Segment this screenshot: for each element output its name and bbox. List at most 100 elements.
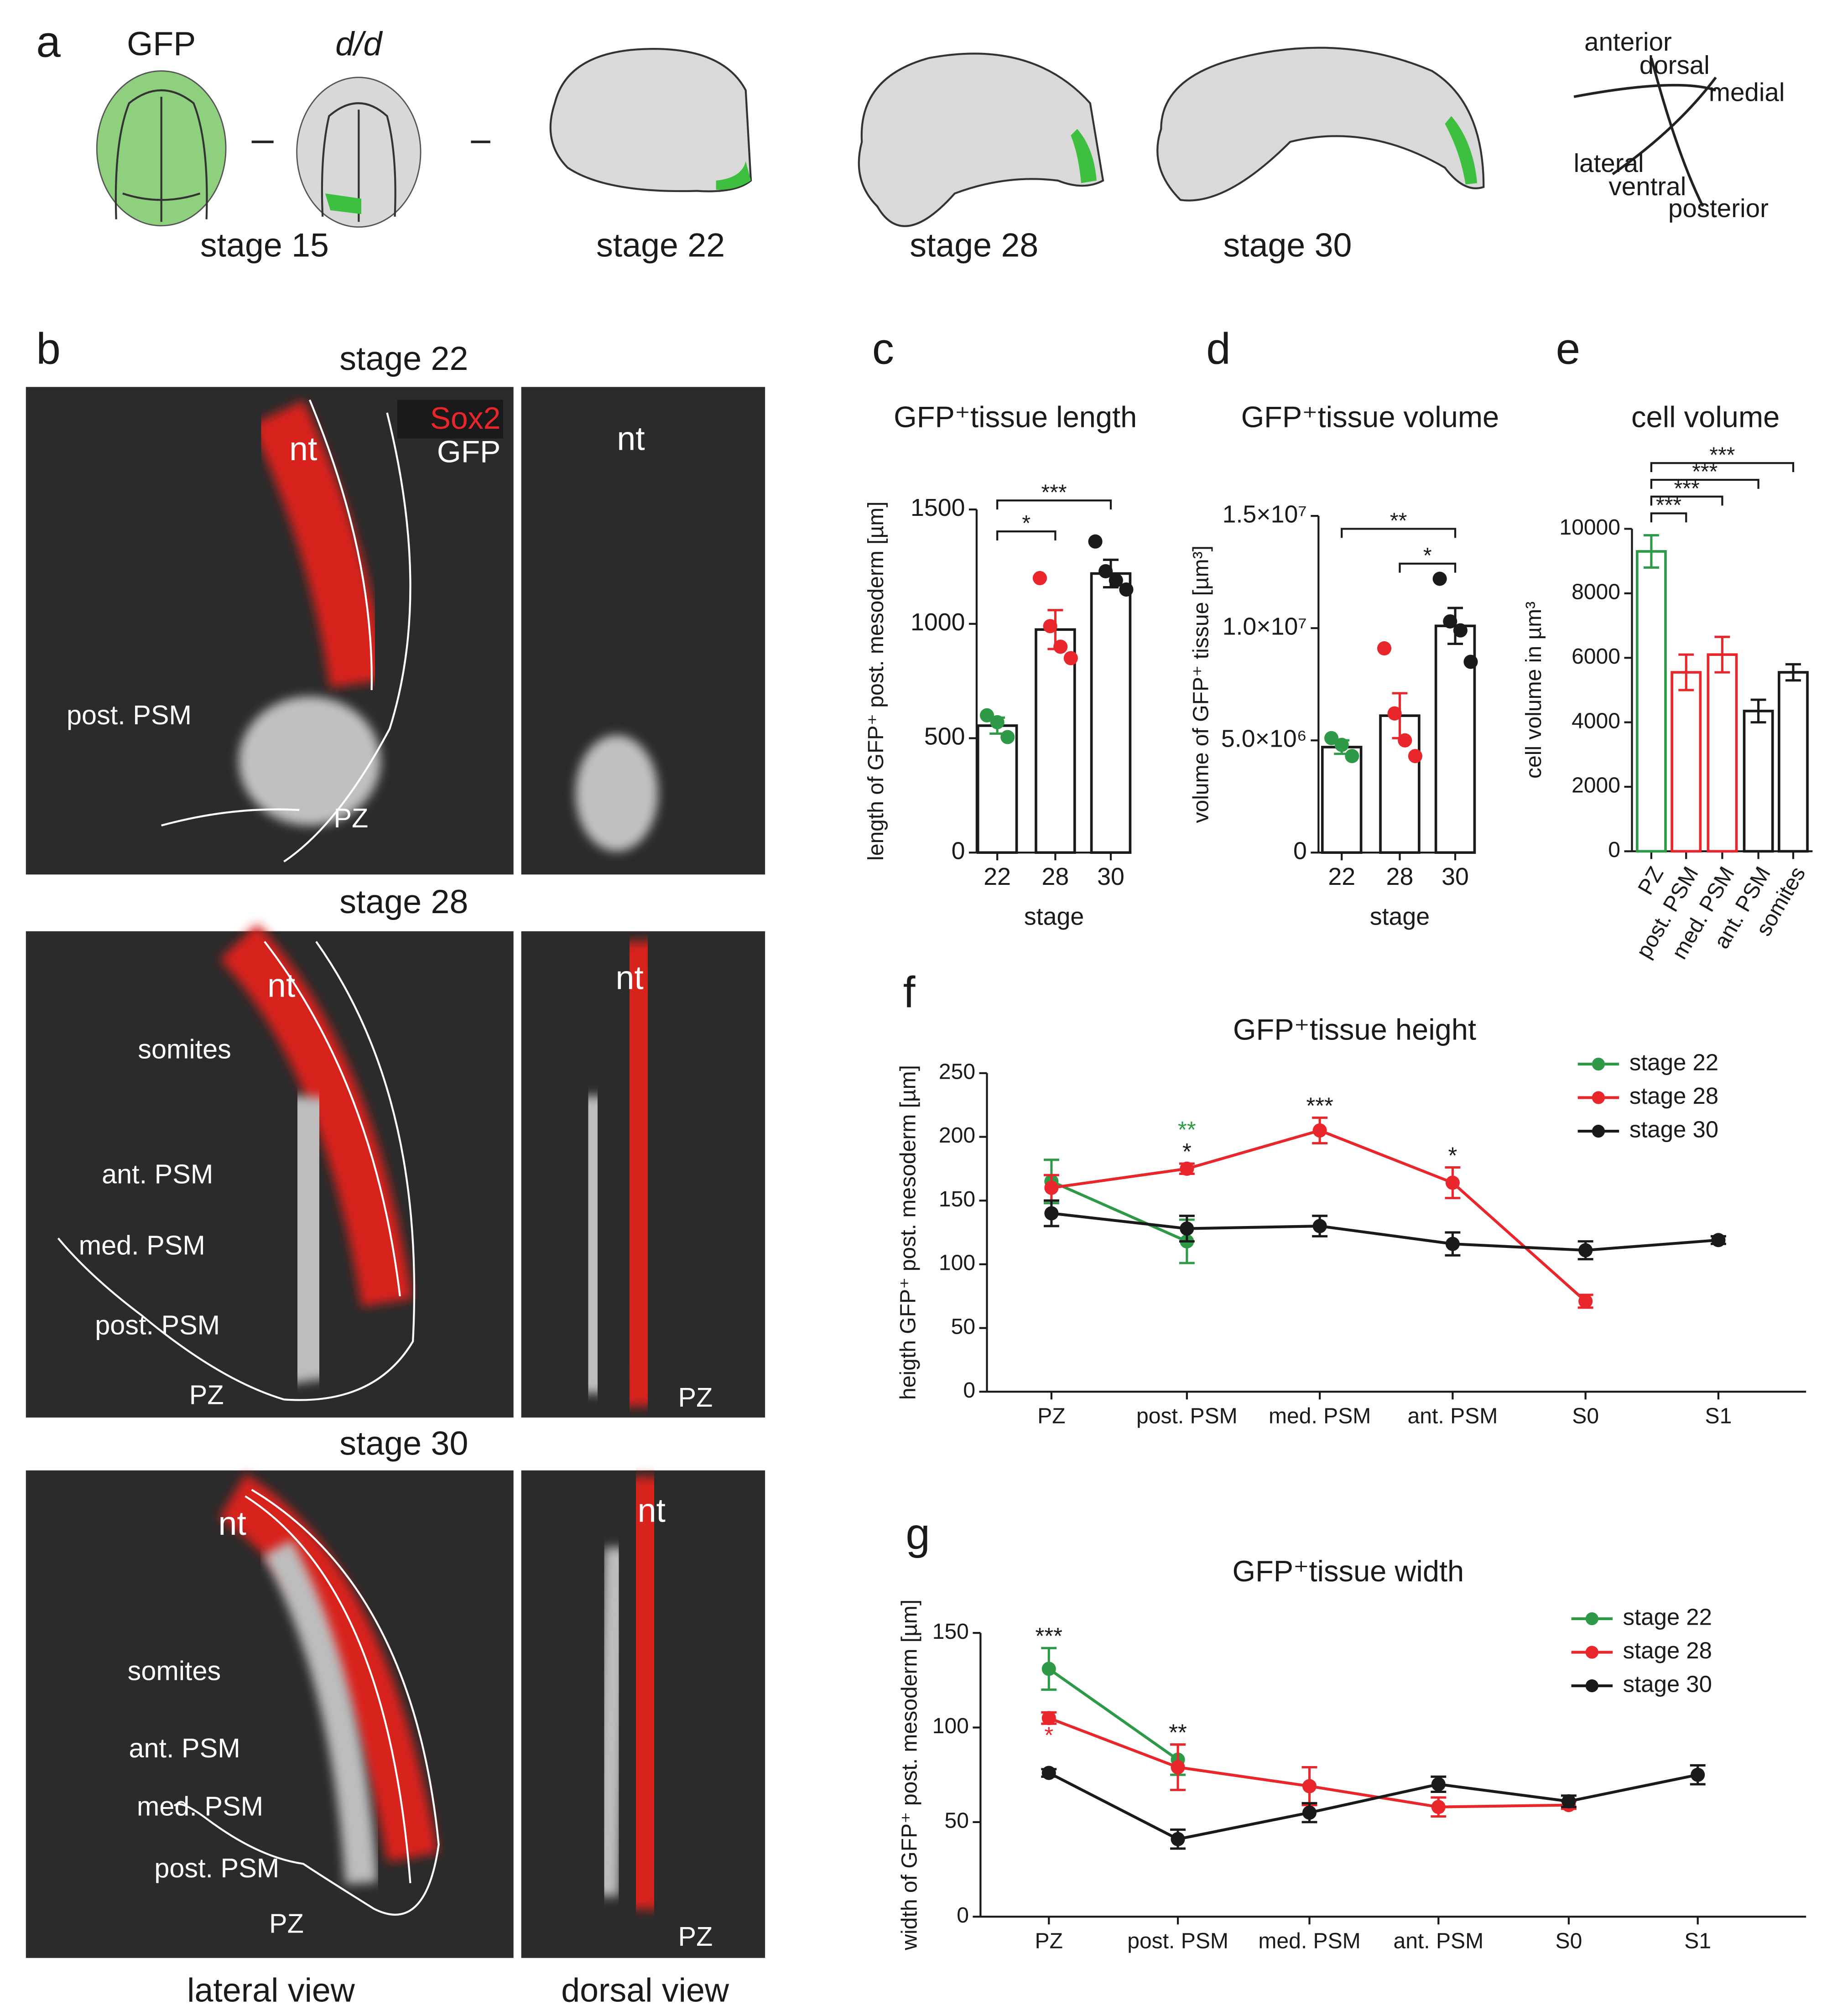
bar bbox=[1778, 671, 1809, 853]
data-point bbox=[1463, 655, 1478, 669]
significance-label: * bbox=[1448, 1142, 1457, 1168]
data-point bbox=[1041, 1711, 1056, 1725]
y-tick-label: 0 bbox=[957, 1903, 969, 1928]
y-axis-label: width of GFP⁺ post. mesoderm [µm] bbox=[897, 1600, 921, 1951]
embryo bbox=[549, 48, 752, 192]
data-point bbox=[990, 715, 1004, 729]
legend-marker bbox=[1585, 1679, 1598, 1693]
data-point bbox=[1119, 582, 1134, 597]
significance-label: *** bbox=[1306, 1092, 1333, 1118]
x-tick-label: PZ bbox=[1035, 1929, 1063, 1954]
y-tick-label: 500 bbox=[924, 723, 965, 750]
chart: f GFP⁺tissue height heigth GFP⁺ post. meso… bbox=[896, 968, 1806, 1429]
y-tick-label: 1500 bbox=[911, 494, 965, 521]
error-bar bbox=[1714, 635, 1730, 674]
data-point bbox=[1578, 1294, 1593, 1309]
gfp-signal bbox=[239, 696, 381, 826]
sox2-signal bbox=[616, 1476, 674, 1910]
bar bbox=[1434, 624, 1476, 854]
y-tick-label: 100 bbox=[932, 1714, 969, 1738]
significance-bracket bbox=[996, 499, 1112, 510]
region-label: ant. PSM bbox=[102, 1159, 213, 1190]
error-bar bbox=[1678, 653, 1694, 691]
gfp-signal bbox=[567, 1096, 619, 1394]
region-label: PZ bbox=[678, 1921, 713, 1952]
bar bbox=[1090, 572, 1132, 854]
region-label: nt bbox=[616, 959, 644, 997]
y-tick-label: 8000 bbox=[1572, 580, 1620, 604]
data-point bbox=[1345, 749, 1359, 764]
x-tick-label: med. PSM bbox=[1258, 1929, 1360, 1954]
region-label: post. PSM bbox=[154, 1853, 279, 1883]
row-title: stage 28 bbox=[339, 883, 468, 920]
x-tick-label: 22 bbox=[1328, 863, 1355, 890]
panel-label: c bbox=[872, 324, 894, 373]
data-point bbox=[1053, 639, 1068, 654]
legend-label: stage 30 bbox=[1623, 1671, 1712, 1697]
significance-bracket bbox=[1650, 478, 1759, 489]
chart-title: cell volume bbox=[1631, 400, 1780, 433]
significance-label: ** bbox=[1390, 509, 1407, 533]
region-label: nt bbox=[289, 430, 317, 468]
view-label: lateral view bbox=[187, 1971, 355, 2009]
gfp-region bbox=[1071, 129, 1097, 183]
outline bbox=[57, 941, 416, 1401]
x-axis-label: stage bbox=[1370, 903, 1430, 930]
gfp-signal bbox=[268, 1094, 349, 1385]
embryo bbox=[858, 52, 1104, 227]
sox2-signal bbox=[251, 400, 388, 688]
legend-marker bbox=[1585, 1646, 1598, 1659]
chart-title: GFP⁺tissue volume bbox=[1241, 400, 1499, 433]
data-point bbox=[1180, 1161, 1194, 1176]
data-point bbox=[1443, 614, 1457, 629]
data-point bbox=[1171, 1832, 1185, 1846]
significance-bracket bbox=[1650, 462, 1795, 473]
data-point bbox=[1043, 619, 1057, 634]
x-tick-label: S1 bbox=[1705, 1404, 1732, 1429]
data-point bbox=[1032, 571, 1047, 586]
x-tick-label: PZ bbox=[1633, 863, 1668, 899]
series-line bbox=[1048, 1668, 1179, 1761]
x-tick-label: ant. PSM bbox=[1408, 1404, 1498, 1429]
data-point bbox=[1377, 641, 1392, 656]
panel-label: d bbox=[1206, 324, 1230, 373]
y-tick-label: 0 bbox=[1293, 837, 1307, 864]
legend-marker bbox=[1592, 1124, 1605, 1138]
gfp-signal bbox=[575, 735, 658, 852]
significance-bracket bbox=[1399, 562, 1457, 573]
significance-bracket bbox=[1341, 528, 1457, 538]
y-axis-label: heigth GFP⁺ post. mesoderm [µm] bbox=[896, 1065, 921, 1400]
data-point bbox=[1180, 1221, 1194, 1236]
y-tick-label: 6000 bbox=[1572, 644, 1620, 669]
region-label: PZ bbox=[269, 1908, 304, 1939]
y-tick-label: 4000 bbox=[1572, 708, 1620, 733]
data-point bbox=[1324, 731, 1339, 745]
data-point bbox=[1445, 1175, 1460, 1190]
axis-label: posterior bbox=[1668, 194, 1769, 223]
row-title: stage 22 bbox=[339, 339, 468, 377]
legend-marker bbox=[1585, 1612, 1598, 1626]
data-point bbox=[1431, 1777, 1446, 1792]
data-point bbox=[1453, 623, 1468, 638]
data-point bbox=[1000, 730, 1015, 744]
y-axis-label: volume of GFP⁺ tissue [µm³] bbox=[1188, 546, 1213, 823]
series-line bbox=[1051, 1212, 1719, 1252]
data-point bbox=[979, 708, 994, 722]
x-tick-label: PZ bbox=[1037, 1404, 1065, 1429]
region-label: nt bbox=[219, 1504, 246, 1542]
y-axis-label: cell volume in µm³ bbox=[1521, 602, 1546, 779]
bar bbox=[976, 724, 1018, 854]
x-axis-label: stage bbox=[1024, 903, 1084, 930]
micrograph-row: nt somites ant. PSM med. PSM post. PSM P… bbox=[26, 924, 765, 1418]
chart-title: GFP⁺tissue height bbox=[1233, 1013, 1476, 1046]
y-tick-label: 2000 bbox=[1572, 773, 1620, 798]
series-line bbox=[1048, 1772, 1698, 1841]
error-bar bbox=[1643, 534, 1659, 569]
chart-title: GFP⁺tissue length bbox=[894, 400, 1137, 433]
significance-label: * bbox=[1044, 1722, 1053, 1748]
panel-label: g bbox=[906, 1510, 930, 1559]
legend-label: stage 22 bbox=[1623, 1604, 1712, 1630]
series-line bbox=[1051, 1180, 1188, 1243]
region-label: somites bbox=[138, 1034, 231, 1064]
data-point bbox=[1312, 1123, 1327, 1138]
